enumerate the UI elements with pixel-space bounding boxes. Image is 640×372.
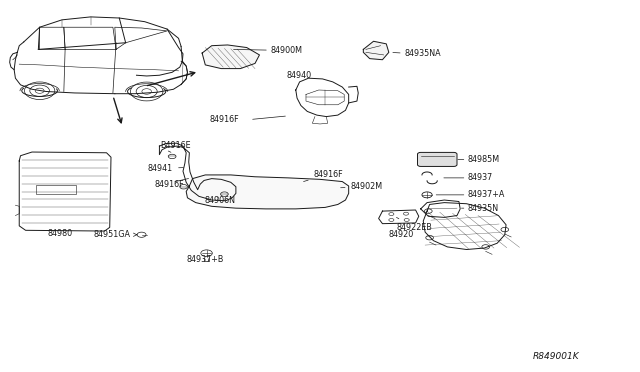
Text: 84900M: 84900M <box>270 46 302 55</box>
Text: 84951GA: 84951GA <box>94 230 137 239</box>
Text: 84920: 84920 <box>389 230 414 239</box>
Bar <box>36 185 76 194</box>
Text: 84937+A: 84937+A <box>468 190 505 199</box>
Text: 84916F: 84916F <box>303 170 343 182</box>
Text: 84906N: 84906N <box>204 196 235 205</box>
Text: 84922EB: 84922EB <box>396 217 433 232</box>
Polygon shape <box>364 41 389 60</box>
Text: 84940: 84940 <box>287 71 312 80</box>
Text: 84937+B: 84937+B <box>186 254 223 264</box>
Polygon shape <box>202 45 259 68</box>
Text: 84935N: 84935N <box>468 203 499 213</box>
Text: 84937: 84937 <box>468 173 493 182</box>
Text: 84916F: 84916F <box>209 115 239 124</box>
Text: B4916E: B4916E <box>161 141 191 150</box>
Polygon shape <box>186 175 349 209</box>
FancyBboxPatch shape <box>417 153 457 166</box>
Text: 84941: 84941 <box>148 164 184 173</box>
Text: R849001K: R849001K <box>532 352 579 361</box>
Text: 84916F: 84916F <box>154 180 184 189</box>
Text: 84980: 84980 <box>47 230 72 238</box>
Text: 84985M: 84985M <box>468 155 500 164</box>
Text: 84902M: 84902M <box>340 182 383 191</box>
Text: 84935NA: 84935NA <box>404 49 441 58</box>
